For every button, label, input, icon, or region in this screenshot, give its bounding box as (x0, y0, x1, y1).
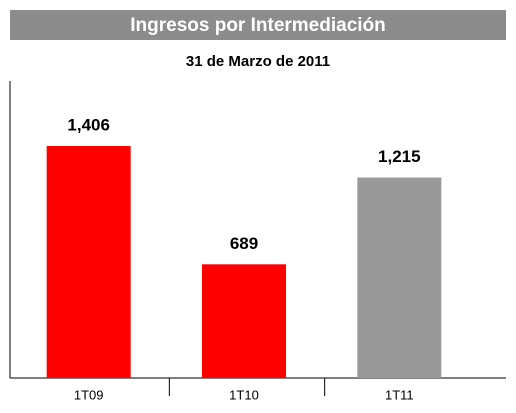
x-tick-label: 1T09 (74, 387, 104, 402)
chart-title: Ingresos por Intermediación (130, 15, 386, 36)
bar (202, 264, 286, 378)
x-tick-label: 1T10 (229, 387, 259, 402)
chart-subtitle: 31 de Marzo de 2011 (186, 53, 330, 70)
data-label: 689 (230, 234, 258, 253)
data-label: 1,215 (378, 147, 421, 166)
bar (46, 146, 131, 378)
title-bar (10, 10, 506, 40)
data-label: 1,406 (67, 115, 110, 134)
bar (357, 177, 442, 378)
x-tick-label: 1T11 (385, 387, 414, 402)
